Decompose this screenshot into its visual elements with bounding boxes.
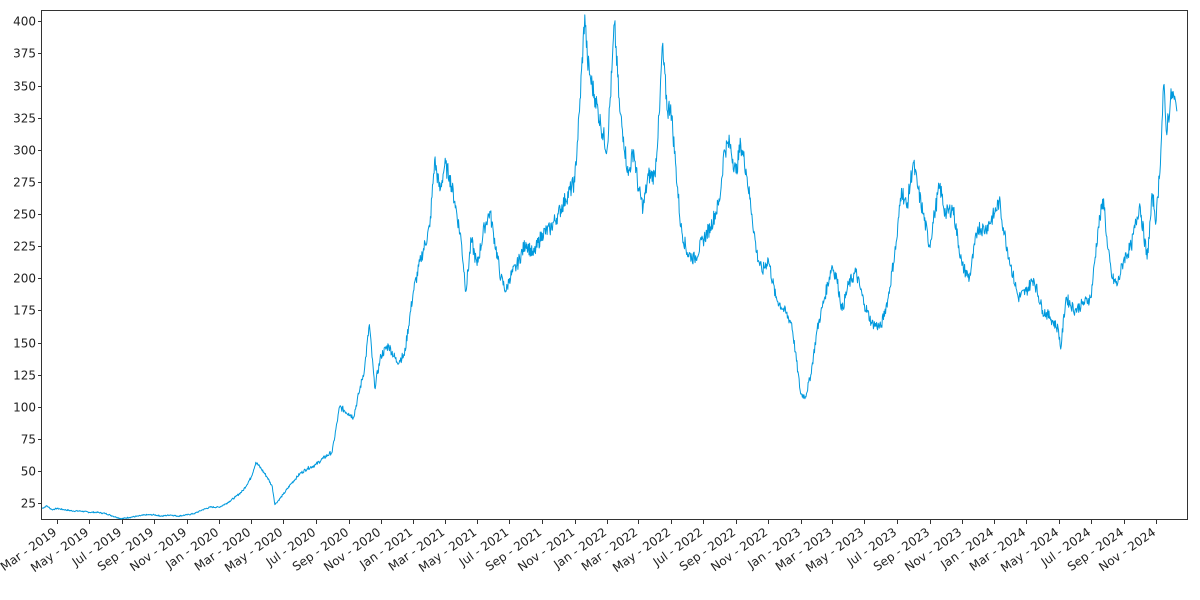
y-tick-label: 375: [13, 47, 36, 61]
y-tick-label: 350: [13, 80, 36, 94]
series-line: [41, 14, 1178, 520]
y-tick-label: 175: [13, 304, 36, 318]
y-tick-label: 300: [13, 144, 36, 158]
y-tick-label: 25: [21, 497, 36, 511]
y-tick-label: 125: [13, 369, 36, 383]
y-tick-label: 275: [13, 176, 36, 190]
y-tick-label: 325: [13, 112, 36, 126]
y-axis: 25 50 75 100 125 150 175 200 225 250 275 300 325 350 3…: [13, 15, 42, 511]
y-tick-label: 75: [21, 433, 36, 447]
y-tick-label: 150: [13, 337, 36, 351]
y-tick-label: 100: [13, 401, 36, 415]
y-tick-label: 225: [13, 240, 36, 254]
y-tick-label: 200: [13, 272, 36, 286]
series-layer: [41, 14, 1178, 520]
y-tick-label: 50: [21, 465, 36, 479]
y-tick-label: 400: [13, 15, 36, 29]
plot-area-frame: [41, 10, 1188, 520]
y-tick-label: 250: [13, 208, 36, 222]
